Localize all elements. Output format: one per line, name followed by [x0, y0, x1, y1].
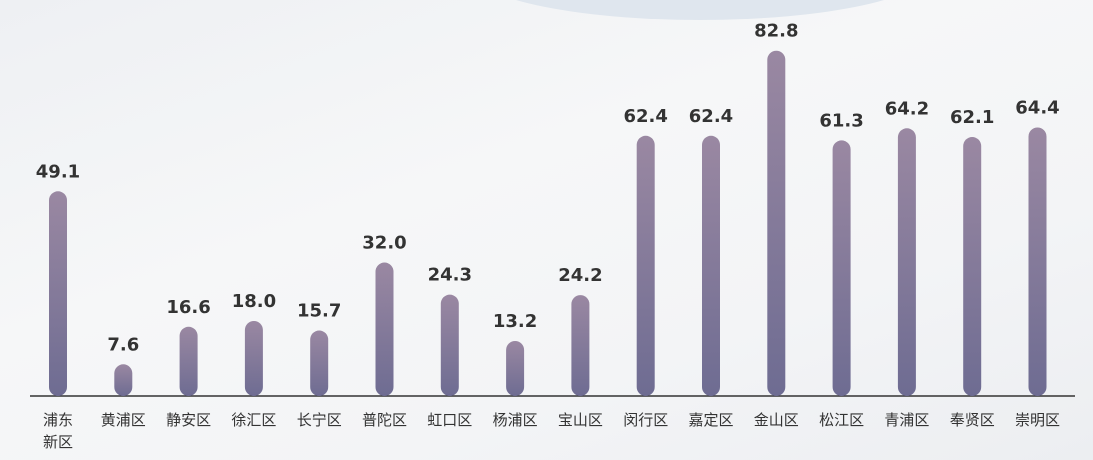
bar: [506, 340, 525, 396]
bar: [897, 128, 916, 396]
x-tick-label: 虹口区: [427, 411, 472, 429]
value-label: 62.4: [689, 106, 733, 127]
value-label: 82.8: [754, 21, 798, 42]
x-tick-label: 徐汇区: [231, 411, 276, 429]
x-tick-label: 闵行区: [623, 411, 668, 429]
bar: [114, 364, 133, 396]
value-label: 32.0: [362, 233, 406, 254]
bar: [571, 295, 590, 396]
x-tick-label: 奉贤区: [950, 411, 995, 429]
value-label: 62.1: [950, 107, 994, 128]
bar: [767, 50, 786, 396]
bar: [832, 140, 851, 396]
x-tick-label: 金山区: [754, 411, 799, 429]
bar: [49, 191, 67, 396]
x-tick-label: 杨浦区: [493, 411, 538, 429]
value-label: 64.4: [1015, 97, 1059, 118]
decor: [516, 0, 884, 20]
x-tick-label: 嘉定区: [688, 411, 733, 429]
value-label: 61.3: [819, 110, 863, 131]
value-label: 7.6: [107, 334, 139, 355]
bar: [1028, 127, 1047, 397]
bar: [244, 320, 263, 396]
bar: [702, 135, 720, 397]
bar: [963, 137, 982, 396]
x-tick-label: 普陀区: [362, 411, 407, 429]
value-label: 24.3: [428, 265, 472, 286]
bar: [310, 330, 329, 396]
value-label: 15.7: [297, 301, 341, 322]
x-tick-label: 静安区: [166, 411, 211, 429]
value-label: 64.2: [885, 98, 929, 119]
x-tick-label: 崇明区: [1015, 411, 1060, 429]
value-label: 13.2: [493, 311, 537, 332]
x-tick-label: 宝山区: [558, 411, 603, 429]
x-tick-label: 黄浦区: [101, 411, 146, 429]
value-label: 62.4: [623, 106, 667, 127]
bar: [179, 326, 198, 396]
x-tick-label: 松江区: [819, 411, 864, 429]
x-tick-label: 浦东新区: [43, 411, 73, 451]
value-label: 18.0: [232, 291, 276, 312]
value-label: 24.2: [558, 265, 602, 286]
x-tick-label: 青浦区: [884, 411, 929, 429]
bar: [636, 135, 655, 397]
value-label: 49.1: [36, 161, 80, 182]
x-tick-label: 长宁区: [297, 411, 342, 429]
bar: [440, 294, 459, 396]
value-label: 16.6: [166, 297, 210, 318]
bar: [375, 262, 394, 396]
